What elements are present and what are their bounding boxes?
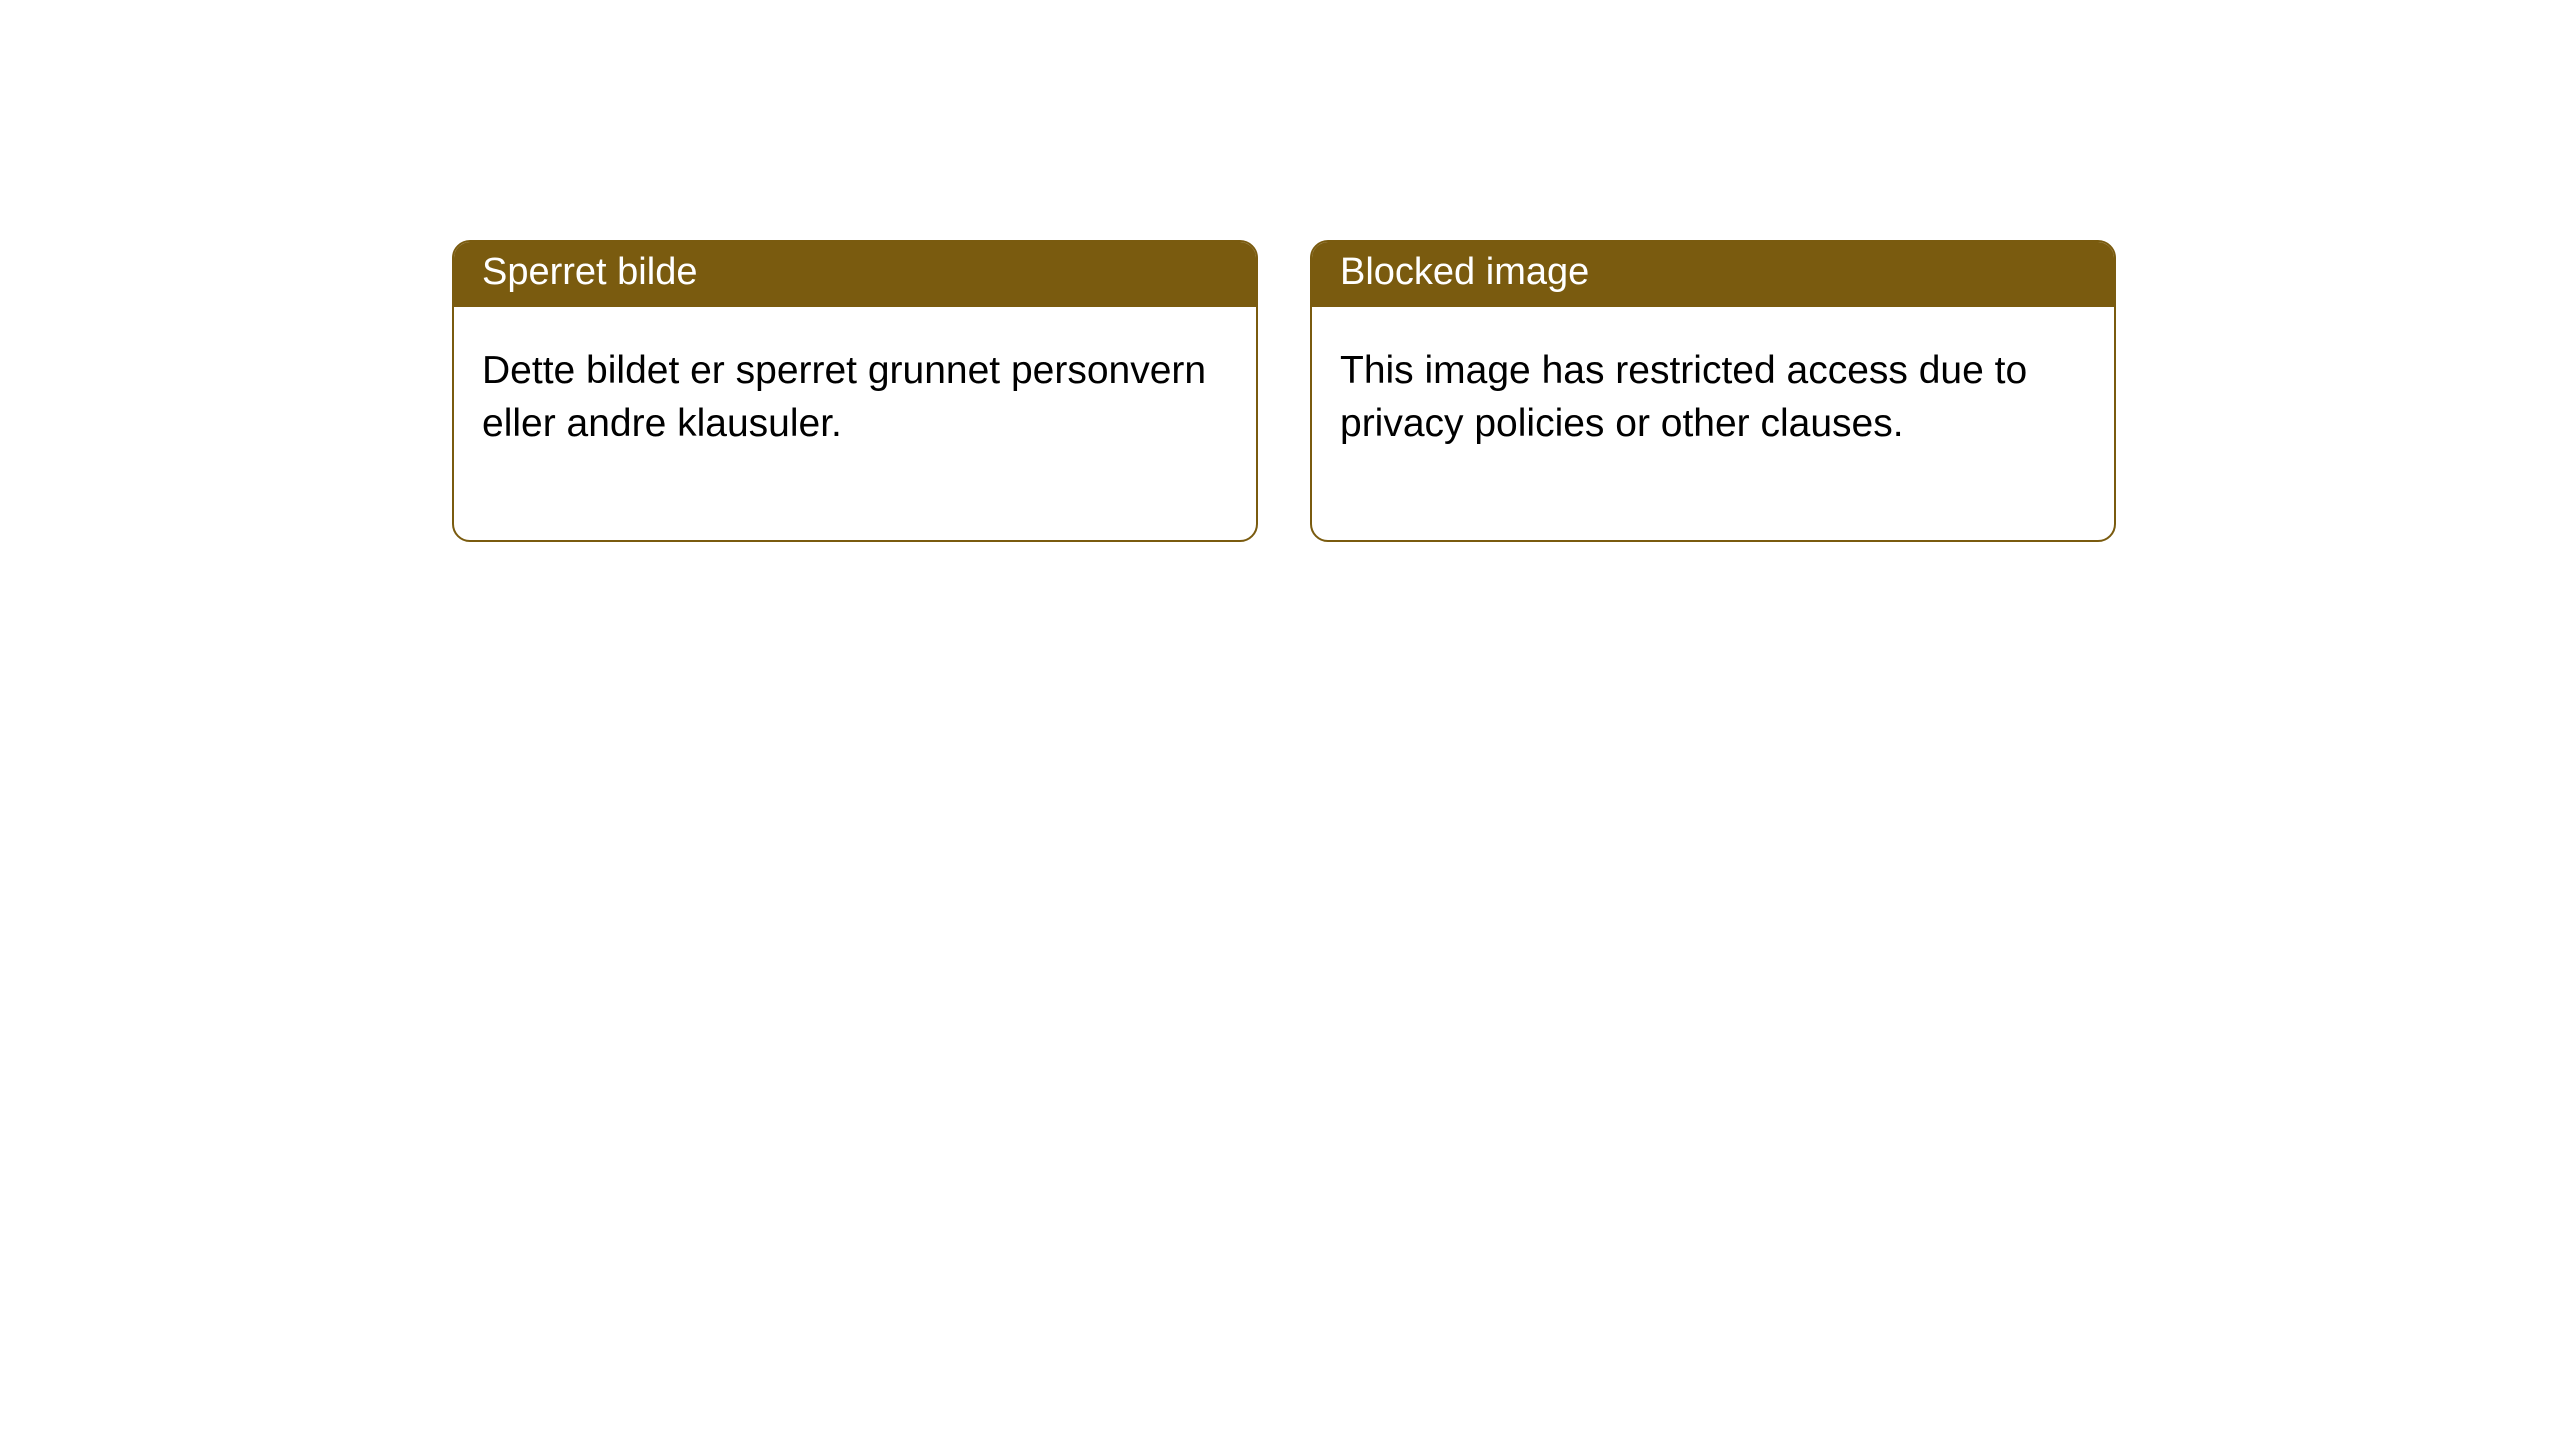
card-norwegian: Sperret bilde Dette bildet er sperret gr… bbox=[452, 240, 1258, 542]
card-header-norwegian: Sperret bilde bbox=[454, 242, 1256, 307]
card-body-norwegian: Dette bildet er sperret grunnet personve… bbox=[454, 307, 1256, 540]
card-text-norwegian: Dette bildet er sperret grunnet personve… bbox=[482, 349, 1206, 444]
card-header-english: Blocked image bbox=[1312, 242, 2114, 307]
card-body-english: This image has restricted access due to … bbox=[1312, 307, 2114, 540]
card-english: Blocked image This image has restricted … bbox=[1310, 240, 2116, 542]
card-title-norwegian: Sperret bilde bbox=[482, 251, 697, 293]
card-title-english: Blocked image bbox=[1340, 251, 1589, 293]
cards-container: Sperret bilde Dette bildet er sperret gr… bbox=[0, 0, 2560, 542]
card-text-english: This image has restricted access due to … bbox=[1340, 349, 2027, 444]
